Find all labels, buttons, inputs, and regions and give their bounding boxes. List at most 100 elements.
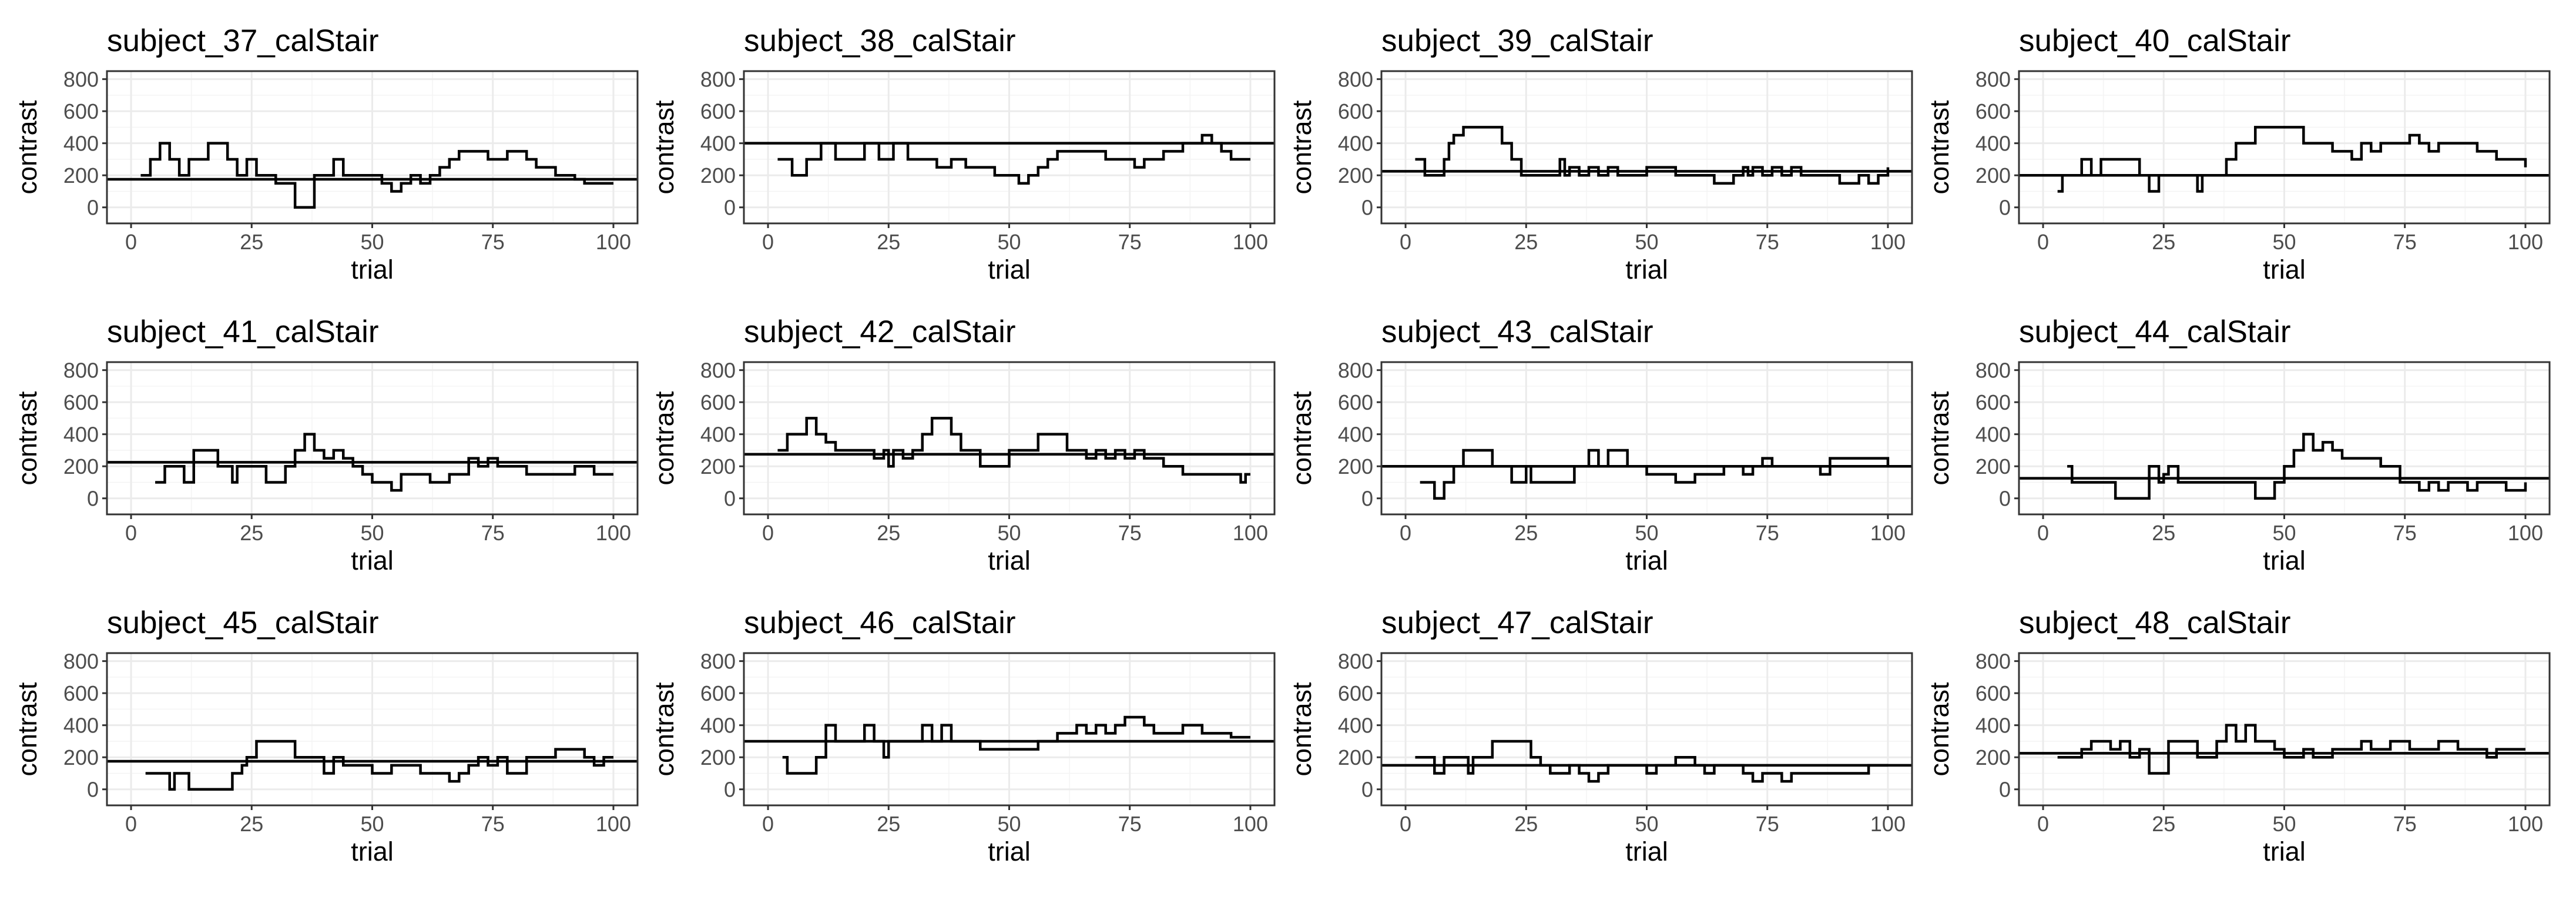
x-tick-label: 50 [1635,230,1658,254]
y-tick-label: 200 [1338,163,1373,188]
x-axis-title: trial [1625,255,1668,285]
panel-title: subject_42_calStair [744,315,1016,349]
y-tick-label: 600 [63,390,99,414]
x-tick-label: 50 [997,521,1021,545]
y-tick-label: 0 [1999,778,2011,802]
x-axis-title: trial [988,255,1031,285]
y-tick-label: 800 [63,68,99,92]
x-tick-label: 25 [877,230,900,254]
y-tick-label: 400 [700,423,736,447]
staircase-series [2067,433,2527,500]
y-tick-label: 400 [63,423,99,447]
y-tick-label: 400 [1975,714,2011,738]
x-axis-title: trial [2263,255,2306,285]
panel-subject_42_calStair: 0 25 50 75 100 0 200 400 600 800 subject_42_calSta… [649,315,1276,576]
x-tick-label: 100 [1870,230,1906,254]
x-tick-label: 0 [1400,521,1411,545]
y-tick-label: 800 [700,650,736,674]
y-tick-label: 800 [1338,650,1373,674]
x-tick-label: 0 [762,812,774,836]
x-tick-label: 50 [360,521,384,545]
staircase-series [782,715,1250,775]
staircase-series [1415,740,1888,783]
y-axis-title: contrast [649,682,679,777]
staircase-series [145,740,613,791]
x-tick-label: 50 [2272,812,2296,836]
x-tick-label: 50 [997,812,1021,836]
panel-subject_39_calStair: 0 25 50 75 100 0 200 400 600 800 subject_39_calSta… [1287,24,1913,285]
y-tick-label: 200 [700,163,736,188]
y-axis-title: contrast [12,682,42,777]
x-tick-label: 75 [1756,812,1779,836]
y-tick-label: 0 [1999,487,2011,511]
x-axis-title: trial [1625,837,1668,866]
panel-subject_47_calStair: 0 25 50 75 100 0 200 400 600 800 subject_47_calSta… [1287,605,1913,866]
y-tick-label: 200 [1338,454,1373,479]
y-tick-label: 0 [1361,487,1373,511]
y-axis-title: contrast [1924,682,1954,777]
y-tick-label: 800 [1975,650,2011,674]
y-tick-label: 800 [1338,359,1373,383]
x-tick-label: 25 [2152,812,2175,836]
x-tick-label: 25 [2152,521,2175,545]
y-axis-title: contrast [1287,391,1317,486]
panel-title: subject_46_calStair [744,605,1016,640]
panel-subject_41_calStair: 0 25 50 75 100 0 200 400 600 800 subject_41_calSta… [12,315,639,576]
y-tick-label: 400 [1338,714,1373,738]
x-tick-label: 75 [1756,230,1779,254]
staircase-series [2057,724,2525,775]
y-tick-label: 200 [1975,745,2011,769]
y-tick-label: 0 [1361,778,1373,802]
x-tick-label: 50 [2272,230,2296,254]
y-tick-label: 400 [63,132,99,156]
panel-subject_48_calStair: 0 25 50 75 100 0 200 400 600 800 subject_48_calSta… [1924,605,2551,866]
y-axis-title: contrast [1924,391,1954,486]
y-axis-title: contrast [12,100,42,195]
y-tick-label: 800 [1338,68,1373,92]
y-tick-label: 200 [700,745,736,769]
y-tick-label: 600 [1975,99,2011,123]
x-tick-label: 25 [240,230,263,254]
panel-title: subject_43_calStair [1381,315,1653,349]
y-tick-label: 200 [1975,163,2011,188]
x-tick-label: 50 [360,812,384,836]
staircase-series [1420,449,1890,500]
x-tick-label: 100 [2508,812,2543,836]
y-tick-label: 0 [87,778,99,802]
x-tick-label: 100 [1233,230,1268,254]
x-tick-label: 50 [997,230,1021,254]
x-tick-label: 25 [1514,230,1538,254]
x-tick-label: 75 [2393,812,2417,836]
panel-title: subject_44_calStair [2019,315,2291,349]
y-axis-title: contrast [649,391,679,486]
x-axis-title: trial [351,255,394,285]
y-tick-label: 0 [87,196,99,220]
x-tick-label: 75 [1118,812,1142,836]
x-axis-title: trial [2263,546,2306,576]
x-tick-label: 0 [2037,230,2049,254]
x-axis-title: trial [1625,546,1668,576]
y-tick-label: 0 [724,778,736,802]
y-tick-label: 200 [1975,454,2011,479]
y-tick-label: 400 [63,714,99,738]
panel-subject_38_calStair: 0 25 50 75 100 0 200 400 600 800 subject_38_calSta… [649,24,1276,285]
x-tick-label: 100 [1233,812,1268,836]
x-tick-label: 0 [2037,521,2049,545]
x-tick-label: 100 [2508,230,2543,254]
x-tick-label: 100 [1870,812,1906,836]
y-tick-label: 800 [1975,68,2011,92]
x-tick-label: 100 [1870,521,1906,545]
y-tick-label: 0 [724,487,736,511]
staircase-series [1415,126,1890,185]
x-tick-label: 75 [481,230,505,254]
y-axis-title: contrast [1287,100,1317,195]
y-tick-label: 0 [1999,196,2011,220]
panel-title: subject_48_calStair [2019,605,2291,640]
y-tick-label: 0 [87,487,99,511]
y-axis-title: contrast [12,391,42,486]
panel-subject_45_calStair: 0 25 50 75 100 0 200 400 600 800 subject_45_calSta… [12,605,639,866]
panel-title: subject_38_calStair [744,24,1016,58]
panel-title: subject_40_calStair [2019,24,2291,58]
x-tick-label: 0 [125,230,137,254]
